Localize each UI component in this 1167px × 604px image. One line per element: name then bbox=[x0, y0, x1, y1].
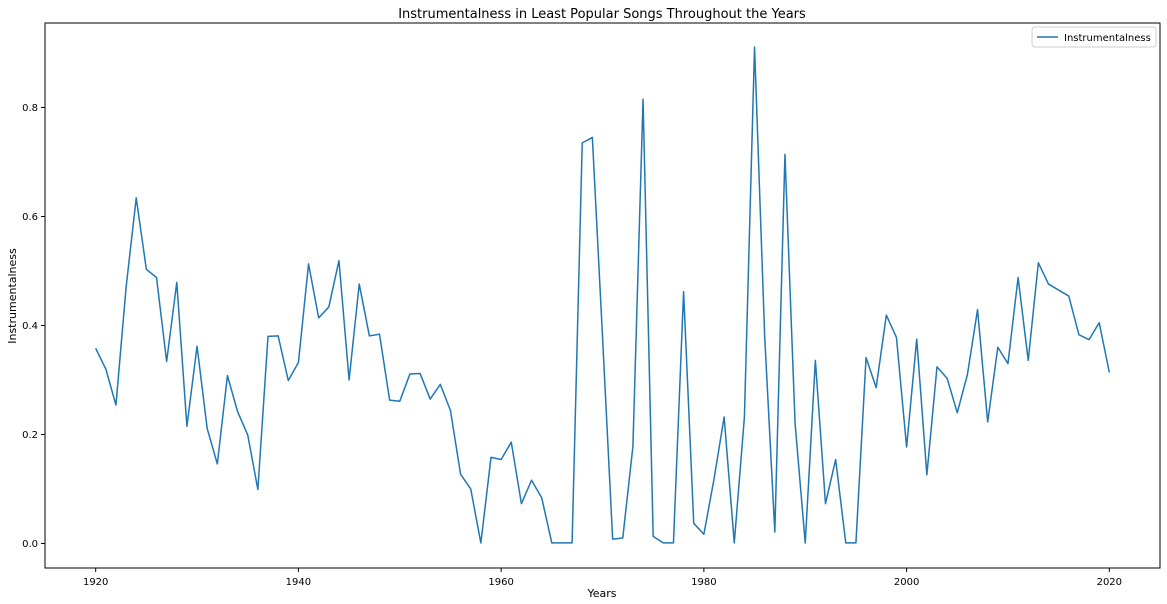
series-line-instrumentalness bbox=[95, 46, 1111, 544]
x-axis: 1920 1940 1960 1980 2000 2020 bbox=[83, 568, 1122, 588]
x-tick-label: 1980 bbox=[691, 577, 716, 588]
x-tick-label: 1960 bbox=[488, 577, 513, 588]
x-axis-label: Years bbox=[586, 587, 616, 600]
chart-title: Instrumentalness in Least Popular Songs … bbox=[398, 7, 806, 22]
legend-label: Instrumentalness bbox=[1064, 33, 1151, 44]
y-axis: 0.0 0.2 0.4 0.6 0.8 bbox=[22, 103, 45, 550]
y-tick-label: 0.0 bbox=[22, 539, 38, 550]
x-tick-label: 1940 bbox=[286, 577, 311, 588]
y-tick-label: 0.8 bbox=[22, 103, 38, 114]
y-tick-label: 0.4 bbox=[22, 321, 38, 332]
x-tick-label: 2020 bbox=[1097, 577, 1122, 588]
y-tick-label: 0.6 bbox=[22, 212, 38, 223]
y-axis-label: Instrumentalness bbox=[6, 248, 19, 344]
legend: Instrumentalness bbox=[1031, 26, 1157, 48]
series-layer bbox=[95, 46, 1111, 544]
x-tick-label: 1920 bbox=[83, 577, 108, 588]
y-tick-label: 0.2 bbox=[22, 430, 38, 441]
x-tick-label: 2000 bbox=[894, 577, 919, 588]
plot-frame bbox=[44, 22, 1161, 569]
legend-box bbox=[1031, 26, 1157, 48]
